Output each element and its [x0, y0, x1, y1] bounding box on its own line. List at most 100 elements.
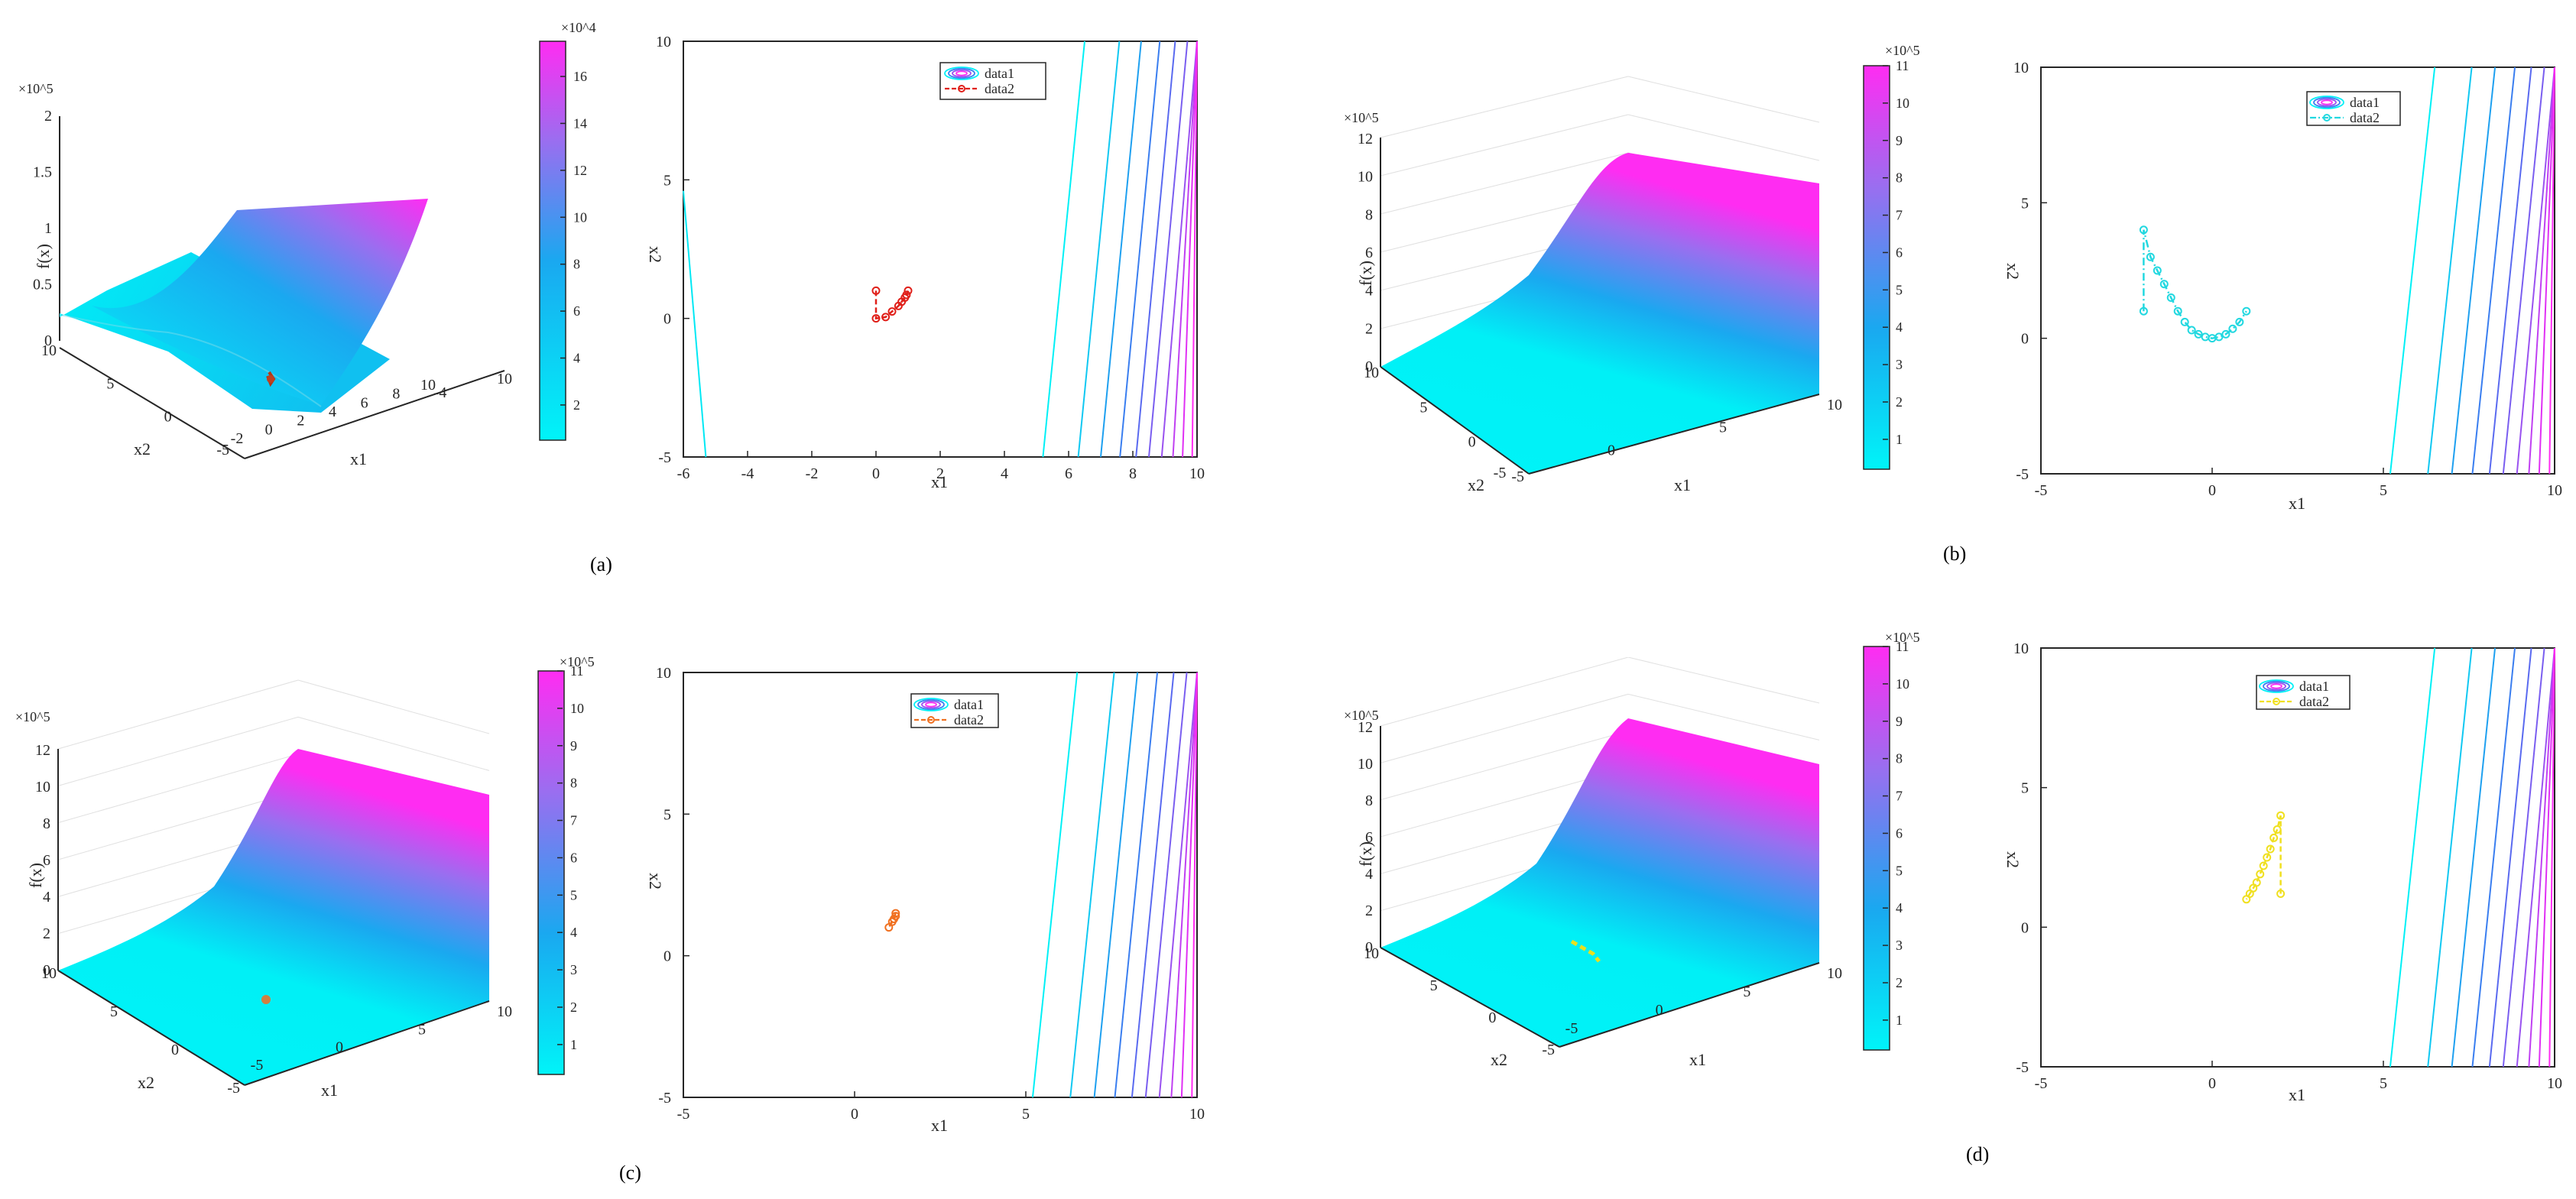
path-point [891, 909, 900, 918]
legend-contour-icon [917, 698, 945, 711]
x-tick-label: -5 [1565, 1020, 1578, 1037]
colorbar-tick-label: 2 [1896, 975, 1903, 990]
contour-line [1093, 672, 1139, 1098]
surface-plot-b: f(x) ×10^5 0 2 4 6 8 10 12 10 5 0 -5-5 0 5 10 x2 x1 [1344, 76, 1842, 494]
y-tick-label: 10 [41, 965, 57, 982]
surface-plot-d: f(x) ×10^5 0 2 4 6 8 10 12 10 5 0 -5 -5 0 5 10 x2 x1 [1344, 657, 1842, 1069]
y-tick-label: 0 [2021, 331, 2029, 348]
x-tick-label: 5 [1022, 1106, 1030, 1123]
y-tick-label: 10 [1364, 365, 1379, 381]
path-point [887, 307, 897, 316]
colorbar-b: ×10^5 1 2 3 4 5 6 7 8 9 10 11 [1863, 43, 1920, 470]
y-tick-label: 0 [2021, 919, 2029, 936]
y-tick-label: 5 [2021, 195, 2029, 212]
x-tick-label: 10 [1189, 465, 1205, 482]
x-tick-label: 0 [1656, 1002, 1663, 1019]
colorbar-a: ×10^4 2 4 6 8 10 12 14 16 [539, 20, 596, 441]
colorbar-d: ×10^5 1 2 3 4 5 6 7 8 9 10 11 [1863, 631, 1920, 1051]
colorbar-exponent-b: ×10^5 [1885, 43, 1920, 58]
colorbar-tick-label: 11 [1896, 58, 1909, 73]
y-tick-label: 10 [656, 665, 671, 682]
x-tick-label: -4 [741, 465, 754, 482]
colorbar-exponent-c: ×10^5 [560, 657, 595, 669]
colorbar-tick-label: 7 [570, 813, 577, 828]
zlabel-a: f(x) [34, 244, 53, 269]
contour-line [2538, 66, 2555, 475]
y-tick-label: -5 [658, 1090, 671, 1107]
z-tick-label: 12 [1358, 131, 1373, 147]
contour-line [2471, 66, 2516, 475]
contour-line [2502, 66, 2545, 475]
contour-line [1191, 41, 1198, 458]
path-point [871, 286, 881, 295]
path-point [2263, 853, 2272, 862]
legend-entry-data2: data2 [2299, 694, 2329, 709]
z-exponent-a: ×10^5 [18, 81, 54, 96]
colorbar-tick-label: 5 [1896, 863, 1903, 878]
xlabel-a: x1 [350, 449, 367, 468]
colorbar-tick-label: 4 [1896, 900, 1903, 915]
z-tick-label: 2 [43, 925, 50, 942]
zlabel-d: f(x) [1356, 841, 1375, 867]
colorbar-tick-label: 5 [570, 887, 577, 902]
contour-line [1131, 672, 1175, 1098]
grid-line [297, 679, 490, 734]
contour-line [2427, 66, 2473, 475]
grid-line [1380, 152, 1629, 215]
legend-entry-data2: data2 [2350, 110, 2380, 125]
y-tick-label: -5 [2016, 466, 2029, 483]
colorbar-tick-label: 8 [573, 257, 580, 272]
legend-marker-icon [927, 716, 935, 724]
x-tick-label: 5 [1743, 984, 1750, 1000]
ylabel-c: x2 [138, 1073, 154, 1092]
legend-contour-icon [2317, 98, 2337, 107]
grid-line [57, 679, 299, 750]
x-tick-label: -5 [677, 1106, 690, 1123]
xlabel-d: x1 [1689, 1050, 1706, 1069]
zlabel-b: f(x) [1356, 261, 1375, 286]
x-tick-label: 10 [1827, 397, 1842, 413]
z-tick-label: 1.5 [33, 164, 52, 181]
y-tick-label: 5 [110, 1003, 118, 1020]
panel-label-a: (a) [590, 553, 612, 575]
path-point [2242, 306, 2251, 316]
path-point [2273, 825, 2282, 834]
contour-line [2516, 66, 2555, 475]
colorbar-tick-label: 7 [1896, 789, 1903, 804]
x-tick-label: 0 [2208, 1075, 2216, 1092]
x-tick-label: 10 [1189, 1106, 1205, 1123]
y-tick-label: -5 [658, 449, 671, 466]
x-tick-label: 10 [2547, 482, 2562, 499]
z-tick-label: 10 [1358, 169, 1373, 186]
x-tick-label: 2 [936, 465, 944, 482]
grid-line [1627, 76, 1820, 123]
contour-line [1077, 41, 1121, 458]
x-tick-label: -2 [231, 430, 244, 447]
grid-line [1380, 731, 1629, 801]
z-tick-label: 12 [35, 742, 50, 759]
grid-line [297, 716, 490, 771]
y-tick-label: -5 [1511, 468, 1524, 485]
y-tick-label: 0 [1468, 434, 1476, 451]
x-tick-label: 0 [2208, 482, 2216, 499]
contour-line [1069, 672, 1115, 1098]
contour-line [1170, 672, 1198, 1098]
legend-contour-icon [944, 66, 979, 80]
contour-line [2538, 647, 2555, 1068]
contour-line [1100, 41, 1142, 458]
contour-line [1172, 41, 1198, 458]
colorbar-tick-label: 9 [570, 738, 577, 753]
y-tick-label: 5 [106, 375, 114, 392]
grid-line [1380, 76, 1629, 138]
colorbar-tick-label: 1 [570, 1037, 577, 1052]
x-tick-label: 4 [329, 403, 336, 420]
zlabel-c: f(x) [26, 863, 45, 888]
path-point [2276, 889, 2286, 898]
y-tick-label: -5 [1542, 1042, 1555, 1058]
path-point [2276, 811, 2286, 820]
colorbar-tick-label: 11 [570, 663, 583, 679]
contour-ylabel-d: x2 [2003, 851, 2023, 868]
grid-line [1627, 114, 1820, 161]
